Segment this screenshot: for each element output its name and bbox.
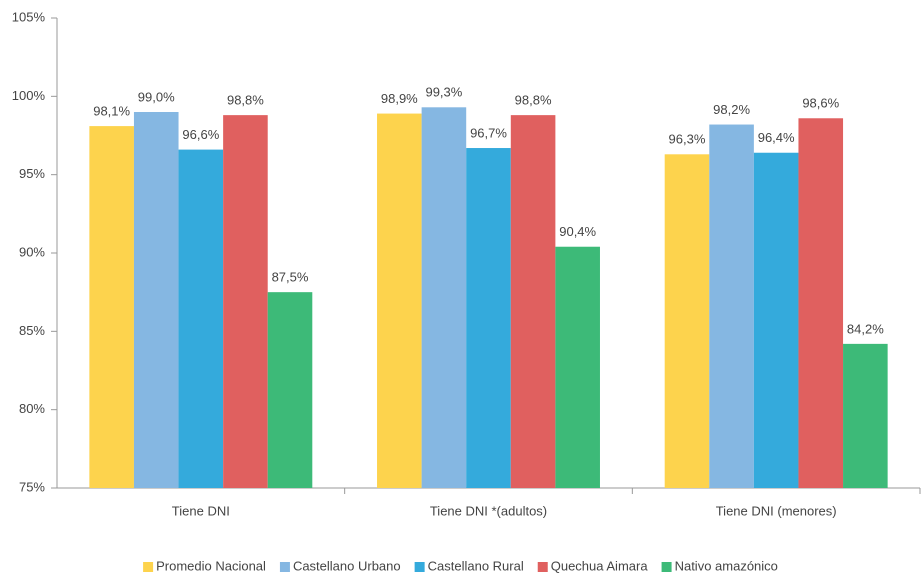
y-tick-label: 95% bbox=[19, 166, 45, 181]
bar bbox=[421, 107, 467, 489]
value-label: 96,4% bbox=[758, 130, 795, 145]
bar bbox=[267, 292, 313, 488]
legend-swatch bbox=[661, 562, 672, 572]
bar bbox=[843, 343, 888, 488]
bar bbox=[133, 112, 179, 488]
bar bbox=[466, 148, 511, 489]
bar bbox=[555, 246, 600, 488]
bar bbox=[89, 126, 134, 488]
value-label: 96,3% bbox=[669, 132, 706, 147]
value-label: 99,3% bbox=[425, 85, 462, 100]
value-label: 96,7% bbox=[470, 125, 507, 140]
legend-swatch bbox=[537, 562, 548, 572]
value-label: 98,6% bbox=[802, 96, 839, 111]
legend-swatch bbox=[414, 562, 425, 572]
bar bbox=[709, 124, 754, 489]
y-tick-label: 80% bbox=[19, 401, 45, 416]
value-label: 90,4% bbox=[559, 224, 596, 239]
legend-label: Castellano Rural bbox=[428, 558, 524, 573]
x-tick-label: Tiene DNI (menores) bbox=[716, 503, 837, 518]
value-label: 99,0% bbox=[138, 89, 175, 104]
bar bbox=[798, 118, 844, 489]
bar bbox=[510, 115, 556, 488]
legend-label: Castellano Urbano bbox=[293, 558, 401, 573]
y-tick-label: 105% bbox=[12, 9, 46, 24]
bar bbox=[223, 115, 268, 488]
legend-label: Promedio Nacional bbox=[156, 558, 266, 573]
bar bbox=[753, 152, 799, 488]
bar bbox=[178, 149, 224, 488]
bar bbox=[664, 154, 710, 489]
value-label: 84,2% bbox=[847, 321, 884, 336]
value-label: 98,1% bbox=[93, 104, 130, 119]
y-tick-label: 85% bbox=[19, 323, 45, 338]
bar bbox=[377, 113, 422, 489]
legend-swatch bbox=[143, 562, 154, 572]
legend-swatch bbox=[279, 562, 290, 572]
legend-label: Nativo amazónico bbox=[675, 558, 778, 573]
y-tick-label: 75% bbox=[19, 479, 45, 494]
y-tick-label: 100% bbox=[12, 88, 46, 103]
value-label: 98,2% bbox=[713, 102, 750, 117]
value-label: 87,5% bbox=[272, 270, 309, 285]
value-label: 98,8% bbox=[227, 93, 264, 108]
value-label: 98,8% bbox=[515, 93, 552, 108]
value-label: 96,6% bbox=[182, 127, 219, 142]
legend-label: Quechua Aimara bbox=[551, 558, 649, 573]
x-tick-label: Tiene DNI bbox=[172, 503, 230, 518]
value-label: 98,9% bbox=[381, 91, 418, 106]
y-tick-label: 90% bbox=[19, 244, 45, 259]
x-tick-label: Tiene DNI *(adultos) bbox=[430, 503, 547, 518]
